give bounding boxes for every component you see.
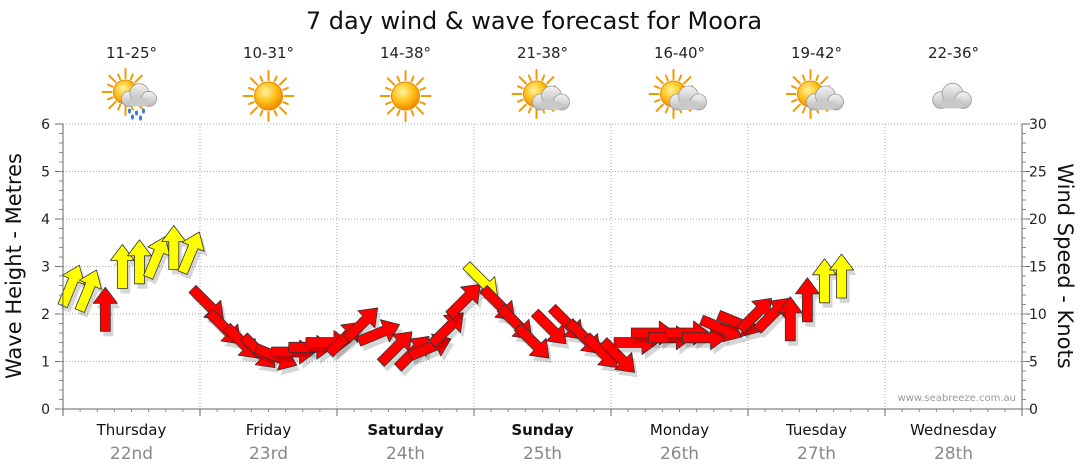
left-tick-label: 6 — [41, 117, 50, 133]
sun-icon — [379, 70, 432, 122]
wind-arrow — [445, 283, 484, 324]
chart-title: 7 day wind & wave forecast for Moora — [306, 7, 762, 35]
rain-drops — [127, 108, 146, 121]
right-tick-label: 20 — [1029, 212, 1047, 228]
left-tick-label: 0 — [41, 402, 50, 418]
temperature-labels: 11-25° 10-31° 14-38° 21-38° 16-40° 19-42° 22-3… — [106, 44, 979, 62]
day-date-label: 27th — [797, 444, 836, 464]
temperature-label: 21-38° — [517, 44, 568, 62]
day-name-label: Thursday — [96, 421, 167, 439]
sun-cloud-icon — [648, 69, 707, 119]
cloud-shape — [806, 85, 844, 111]
day-name-label: Saturday — [367, 421, 444, 439]
day-date-label: 28th — [934, 444, 973, 464]
right-tick-label: 10 — [1029, 307, 1047, 323]
sun-cloud-icon — [785, 69, 844, 119]
sun-icon — [242, 70, 295, 122]
day-date-label: 24th — [386, 444, 425, 464]
wind-bars — [57, 225, 857, 378]
cloud-icon — [932, 82, 972, 109]
temperature-label: 11-25° — [106, 44, 157, 62]
right-tick-label: 5 — [1029, 355, 1038, 371]
day-name-label: Sunday — [511, 421, 574, 439]
day-date-label: 22nd — [110, 444, 153, 464]
day-name-label: Friday — [246, 421, 292, 439]
wind-arrow — [428, 312, 467, 353]
wind-arrow — [777, 296, 806, 346]
cloud-shape — [121, 83, 157, 107]
plot-area — [57, 123, 1022, 409]
day-date-label: 25th — [523, 444, 562, 464]
wind-arrow — [795, 277, 823, 327]
sun-rays — [242, 70, 295, 122]
left-tick-label: 4 — [41, 212, 50, 228]
cloud-shape — [669, 85, 707, 111]
sun-cloud-icon — [511, 69, 570, 119]
cloud-shape — [532, 85, 570, 111]
axes: 0 1 2 3 4 5 6 0 5 10 15 20 25 30 — [41, 117, 1047, 418]
day-date-label: 23rd — [249, 444, 288, 464]
temperature-label: 10-31° — [243, 44, 294, 62]
day-labels: Thursday 22nd Friday 23rd Saturday 24th Sunday… — [96, 421, 997, 464]
wind-arrow — [829, 253, 857, 303]
day-name-label: Tuesday — [785, 421, 847, 439]
left-tick-label: 1 — [41, 355, 50, 371]
sun-disc — [391, 81, 420, 111]
right-axis-label: Wind Speed - Knots — [1053, 163, 1077, 368]
temperature-label: 14-38° — [380, 44, 431, 62]
wind-arrow — [74, 269, 105, 318]
day-name-label: Monday — [650, 421, 709, 439]
cloud-shape — [932, 82, 972, 109]
sun-disc — [254, 81, 283, 111]
wind-arrow — [177, 231, 208, 280]
left-tick-label: 3 — [41, 260, 50, 276]
temperature-label: 19-42° — [791, 44, 842, 62]
watermark: www.seabreeze.com.au — [898, 393, 1016, 404]
temperature-label: 16-40° — [654, 44, 705, 62]
sun-rays — [379, 70, 432, 122]
left-tick-label: 2 — [41, 307, 50, 323]
weather-icons — [101, 68, 972, 122]
wind-arrow — [92, 286, 121, 337]
wind-arrow — [599, 337, 638, 378]
right-tick-label: 25 — [1029, 165, 1047, 181]
day-date-label: 26th — [660, 444, 699, 464]
wind-arrow — [342, 307, 381, 348]
right-tick-label: 30 — [1029, 117, 1047, 133]
wind-arrow — [513, 323, 552, 364]
right-tick-label: 0 — [1029, 402, 1038, 418]
day-name-label: Wednesday — [910, 421, 997, 439]
temperature-label: 22-36° — [928, 44, 979, 62]
left-axis-label: Wave Height - Metres — [2, 153, 26, 379]
right-tick-label: 15 — [1029, 260, 1047, 276]
wind-arrow — [127, 239, 155, 289]
sun-cloud-rain-icon — [101, 68, 157, 121]
left-tick-label: 5 — [41, 165, 50, 181]
